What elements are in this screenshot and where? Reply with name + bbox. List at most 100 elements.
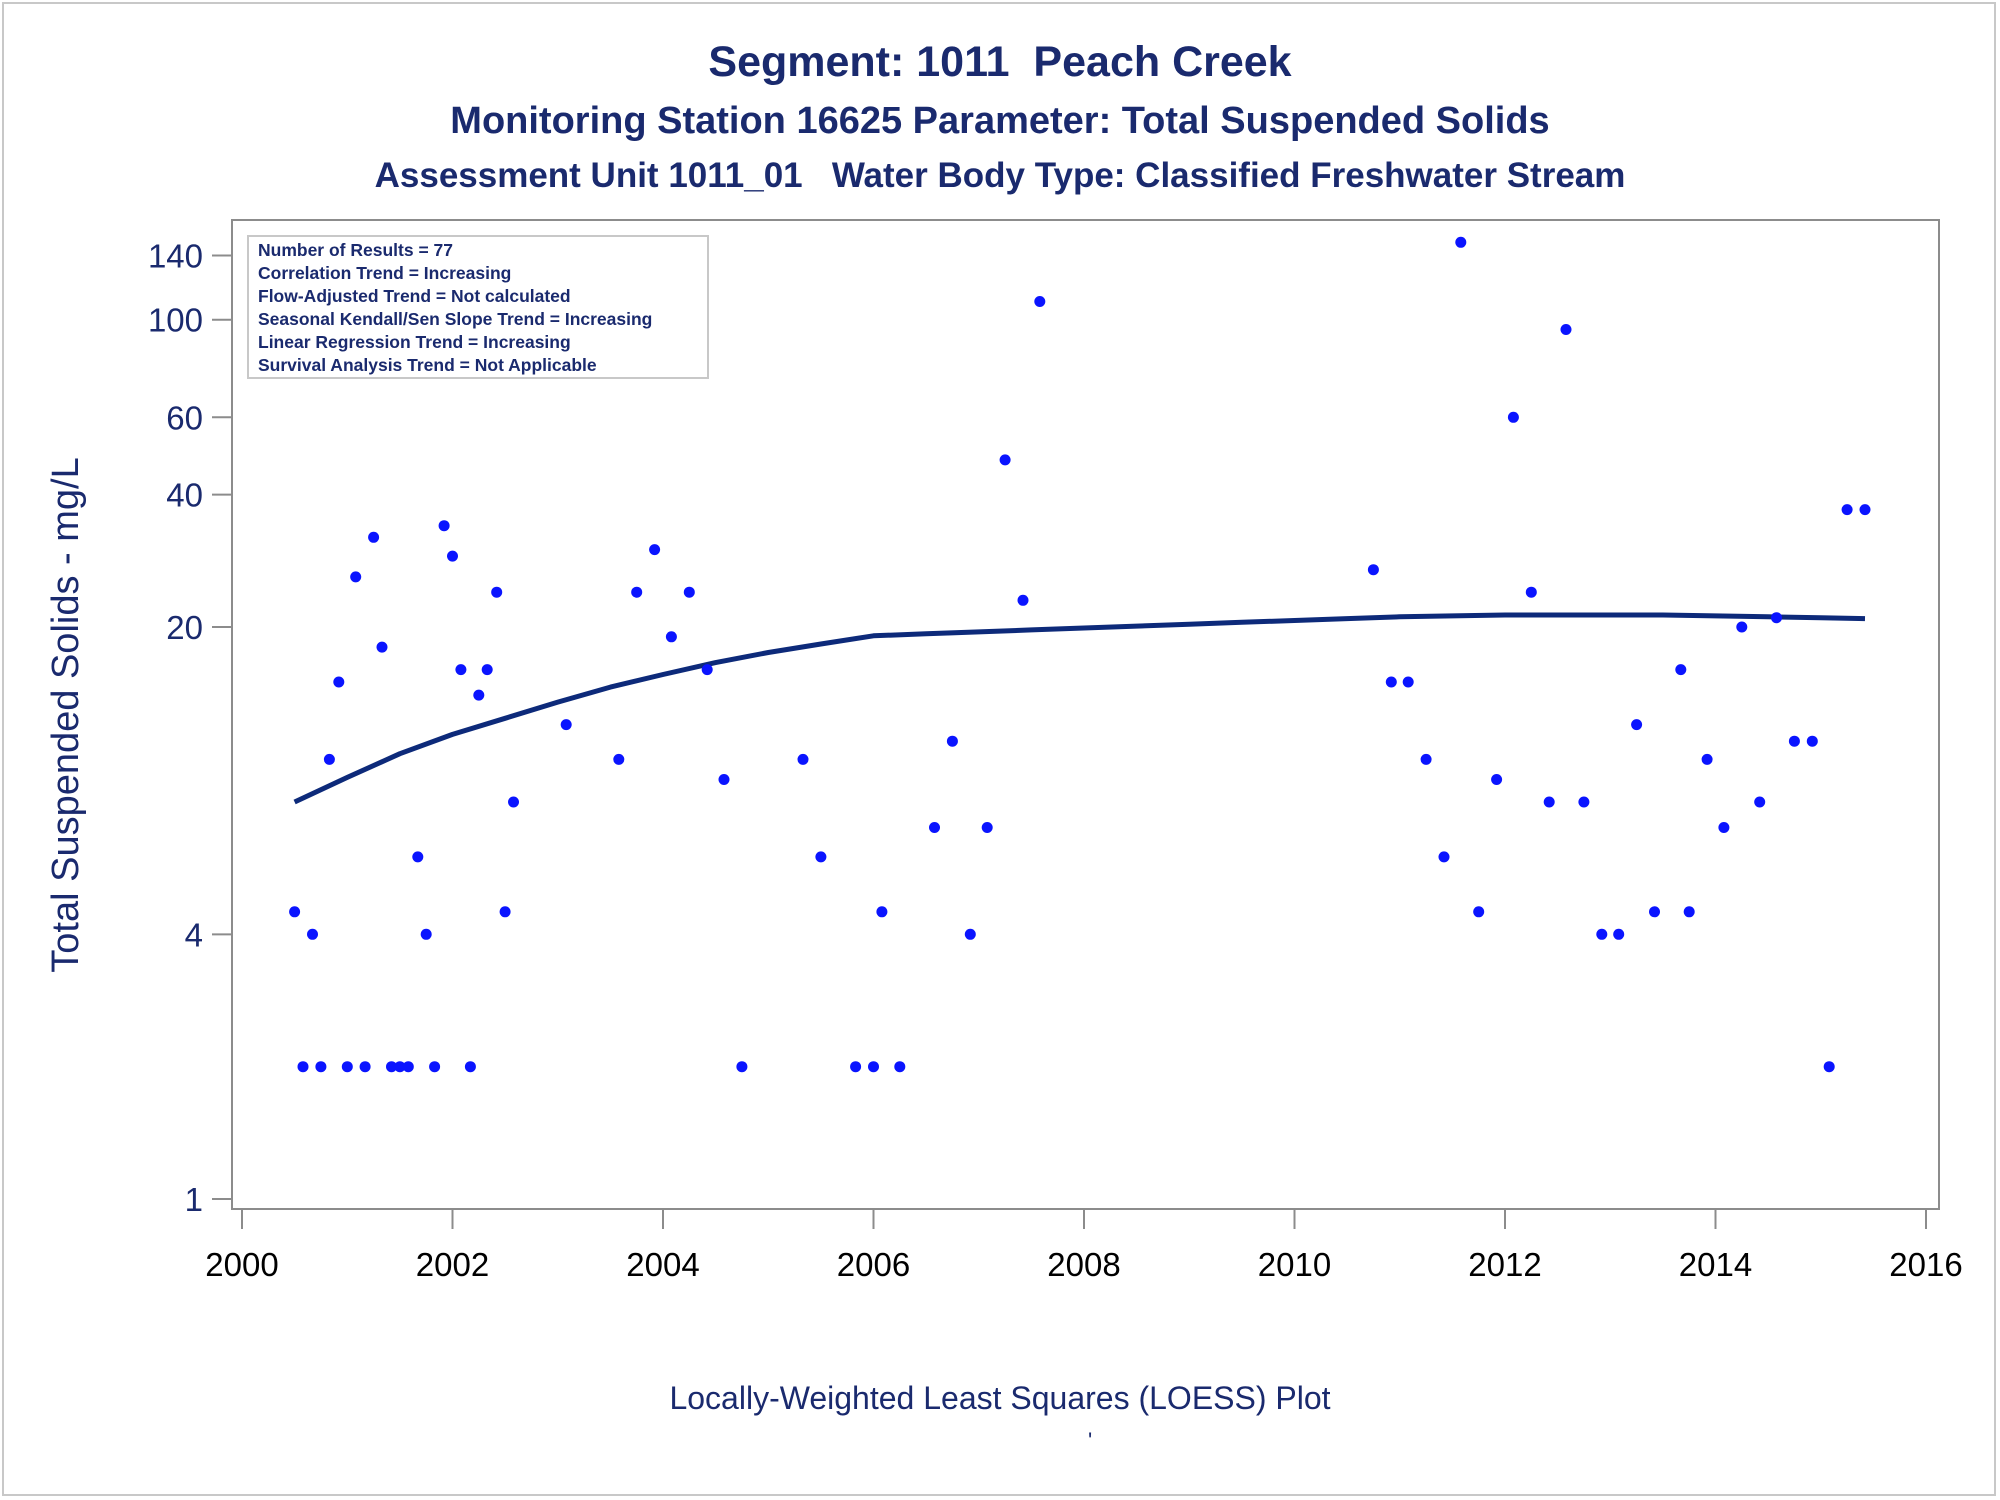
data-point (359, 1061, 371, 1073)
data-point (307, 928, 318, 940)
data-point (868, 1061, 879, 1073)
data-point (323, 753, 335, 765)
x-tick-label: 2006 (837, 1246, 910, 1283)
y-tick-label: 60 (166, 399, 203, 436)
data-point (1701, 753, 1713, 765)
data-point (438, 520, 450, 532)
data-point (1841, 504, 1853, 516)
data-point (665, 631, 677, 643)
data-point (876, 906, 888, 918)
stats-line: Correlation Trend = Increasing (258, 263, 511, 283)
stats-box: Number of Results = 77 Correlation Trend … (247, 235, 709, 379)
data-point (981, 822, 993, 833)
x-tick-label: 2014 (1679, 1246, 1752, 1283)
data-point (1420, 753, 1432, 765)
chart-subtitle-2: Assessment Unit 1011_01 Water Body Type:… (374, 156, 1626, 195)
data-point (894, 1061, 906, 1073)
data-point (560, 719, 572, 731)
data-point (1017, 594, 1029, 606)
scatter-points-layer (289, 236, 1871, 1073)
x-tick-label: 2008 (1047, 1246, 1120, 1283)
data-point (1543, 796, 1555, 808)
data-point (499, 906, 511, 918)
x-tick-label: 2016 (1889, 1246, 1962, 1283)
data-point (1806, 735, 1818, 747)
x-axis: 2000 2002 2004 2006 2008 2010 2012 2014 2016 (205, 1209, 1963, 1283)
data-point (1596, 928, 1608, 940)
loess-curve-layer (293, 612, 1866, 805)
data-point (946, 735, 958, 747)
data-point (1683, 906, 1695, 918)
x-tick-label: 2004 (626, 1246, 699, 1283)
data-point (341, 1061, 353, 1073)
loess-curve (293, 612, 1866, 805)
data-point (429, 1061, 441, 1073)
plot-area (231, 219, 1940, 1210)
y-axis-label: Total Suspended Solids - mg/L (45, 457, 87, 972)
data-point (1491, 774, 1503, 785)
data-point (1649, 906, 1660, 918)
data-point (1675, 664, 1687, 676)
data-point (447, 550, 458, 562)
y-tick-label: 1 (185, 1181, 203, 1218)
data-point (394, 1061, 406, 1073)
data-point (1788, 735, 1800, 747)
data-point (718, 774, 730, 785)
data-point (1438, 851, 1450, 863)
data-point (1455, 236, 1467, 248)
data-point (402, 1061, 414, 1073)
data-point (491, 586, 503, 598)
footer-mark: ' (1088, 1428, 1093, 1453)
data-point (1507, 411, 1519, 423)
data-point (964, 928, 976, 940)
data-point (683, 586, 695, 598)
plot-caption: Locally-Weighted Least Squares (LOESS) P… (669, 1380, 1331, 1416)
data-point (797, 753, 809, 765)
data-point (464, 1061, 476, 1073)
data-point (455, 664, 467, 676)
stats-line: Number of Results = 77 (258, 240, 453, 260)
data-point (1402, 676, 1414, 688)
stats-line: Seasonal Kendall/Sen Slope Trend = Incre… (258, 309, 652, 329)
data-point (1613, 928, 1625, 940)
data-point (1578, 796, 1590, 808)
data-point (508, 796, 519, 808)
data-point (631, 586, 643, 598)
stats-line: Linear Regression Trend = Increasing (258, 332, 571, 352)
x-tick-label: 2010 (1258, 1246, 1331, 1283)
data-point (289, 906, 301, 918)
data-point (1736, 621, 1748, 633)
data-point (297, 1061, 309, 1073)
data-point (1718, 822, 1730, 833)
data-point (815, 851, 827, 863)
y-tick-label: 100 (148, 302, 203, 339)
stats-line: Survival Analysis Trend = Not Applicable (258, 355, 597, 375)
data-point (481, 664, 493, 676)
y-tick-label: 40 (166, 477, 203, 514)
data-point (850, 1061, 862, 1073)
data-point (736, 1061, 748, 1073)
data-point (1823, 1061, 1835, 1073)
x-tick-label: 2012 (1468, 1246, 1541, 1283)
stats-line: Flow-Adjusted Trend = Not calculated (258, 286, 571, 306)
data-point (376, 641, 388, 653)
chart-title: Segment: 1011 Peach Creek (708, 38, 1292, 86)
data-point (1754, 796, 1766, 808)
data-point (1473, 906, 1485, 918)
data-point (999, 454, 1011, 466)
y-tick-label: 4 (185, 916, 203, 953)
data-point (701, 664, 713, 676)
data-point (649, 544, 661, 556)
data-point (1560, 324, 1572, 335)
data-point (929, 822, 940, 833)
data-point (1631, 719, 1643, 731)
y-tick-label: 20 (166, 609, 203, 646)
x-tick-label: 2002 (416, 1246, 489, 1283)
x-tick-label: 2000 (205, 1246, 278, 1283)
data-point (315, 1061, 327, 1073)
chart-subtitle: Monitoring Station 16625 Parameter: Tota… (450, 100, 1550, 142)
data-point (368, 531, 380, 543)
data-point (333, 676, 345, 688)
y-tick-label: 140 (148, 237, 203, 274)
